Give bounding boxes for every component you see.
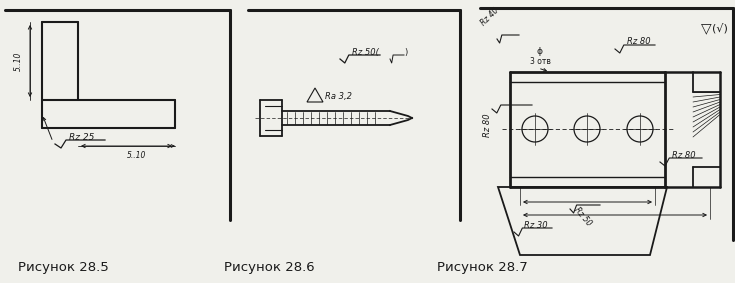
Text: Rz 50: Rz 50 xyxy=(572,206,592,228)
Text: ϕ: ϕ xyxy=(537,48,543,57)
Text: Rz 80: Rz 80 xyxy=(484,113,492,137)
Text: ▽: ▽ xyxy=(700,21,711,35)
Text: Рисунок 28.7: Рисунок 28.7 xyxy=(437,261,528,275)
Text: Rz 40: Rz 40 xyxy=(479,6,501,28)
Text: 3 отв: 3 отв xyxy=(529,57,551,67)
Text: Rz 80: Rz 80 xyxy=(672,151,695,160)
Text: Rz 80: Rz 80 xyxy=(627,38,650,46)
Text: Рисунок 28.5: Рисунок 28.5 xyxy=(18,261,109,275)
Text: Rz 50(: Rz 50( xyxy=(352,48,379,57)
Text: Rz 30: Rz 30 xyxy=(524,220,548,230)
Text: 5..10: 5..10 xyxy=(127,151,146,160)
Text: Rz 25: Rz 25 xyxy=(69,132,94,142)
Text: Ra 3,2: Ra 3,2 xyxy=(325,91,352,100)
Text: (√): (√) xyxy=(712,23,728,33)
Text: ): ) xyxy=(404,48,407,57)
Text: Рисунок 28.6: Рисунок 28.6 xyxy=(224,261,315,275)
Text: 5..10: 5..10 xyxy=(13,51,23,71)
